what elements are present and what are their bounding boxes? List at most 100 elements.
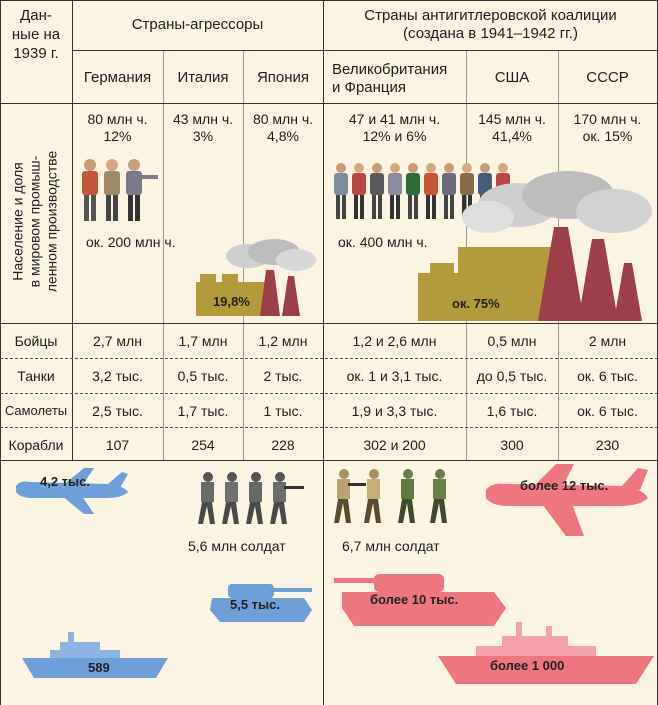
aggressor-tanks-total: 5,5 тыс. — [230, 597, 280, 612]
aggressor-people-illustration — [82, 159, 158, 221]
coalition-tanks-total: более 10 тыс. — [370, 592, 459, 607]
col-divider-main — [323, 0, 324, 705]
row-label-tanks: Танки — [17, 368, 55, 384]
person-icon — [126, 159, 158, 221]
col-divider-label — [72, 0, 73, 460]
germany-population: 80 млн ч. — [87, 111, 148, 127]
ships-bottom — [0, 460, 658, 461]
person-icon — [442, 163, 456, 219]
germany-share: 12% — [103, 128, 132, 144]
aggressor-soldiers-total: 5,6 млн солдат — [188, 538, 286, 554]
country-uk-france: Великобритания и Франция — [332, 61, 448, 96]
aggressor-factory-illustration — [196, 239, 316, 316]
aggressor-ship-icon — [22, 632, 168, 678]
ussr-ships: 230 — [595, 437, 620, 453]
soldier-icon — [222, 472, 239, 524]
italy-fighters: 1,7 млн — [178, 333, 228, 349]
country-japan: Япония — [256, 69, 310, 86]
germany-ships: 107 — [105, 437, 130, 453]
soldier-icon — [430, 469, 447, 523]
germany-fighters: 2,7 млн — [93, 333, 142, 349]
usa-fighters: 0,5 млн — [487, 333, 537, 349]
coalition-soldiers-illustration — [334, 469, 447, 523]
aggressor-plane-icon — [16, 468, 128, 514]
aggressor-ships-total: 589 — [88, 660, 110, 675]
italy-share: 3% — [192, 128, 214, 144]
person-icon — [352, 163, 366, 219]
germany-planes: 2,5 тыс. — [92, 403, 143, 419]
japan-ships: 228 — [271, 437, 295, 453]
coalition-factory-illustration — [418, 171, 652, 321]
aggressor-soldiers-illustration — [198, 472, 304, 524]
uk-france-ships: 302 и 200 — [363, 437, 426, 453]
country-italy: Италия — [177, 69, 229, 86]
data-year-label: Дан- ные на 1939 г. — [11, 7, 61, 62]
aggressors-header: Страны-агрессоры — [131, 16, 264, 33]
soldier-icon — [334, 469, 366, 523]
ussr-fighters: 2 млн — [588, 333, 627, 349]
coalition-tank-icon — [334, 574, 506, 626]
coalition-plane-icon — [486, 464, 648, 536]
usa-planes: 1,6 тыс. — [486, 403, 538, 419]
person-icon — [370, 163, 384, 219]
coalition-planes-total: более 12 тыс. — [520, 478, 609, 493]
person-icon — [424, 163, 438, 219]
aggressor-population-total: ок. 200 млн ч. — [86, 234, 176, 250]
japan-tanks: 2 тыс. — [263, 368, 303, 384]
header-bottom — [0, 103, 658, 104]
aggressor-tank-icon — [210, 584, 312, 622]
japan-share: 4,8% — [267, 128, 299, 144]
italy-tanks: 0,5 тыс. — [177, 368, 229, 384]
person-icon — [406, 163, 420, 219]
uk-france-population: 47 и 41 млн ч. — [348, 111, 441, 127]
person-icon — [334, 163, 348, 219]
italy-ships: 254 — [191, 437, 215, 453]
soldier-icon — [198, 472, 215, 524]
soldier-icon — [270, 472, 304, 524]
ussr-population: 170 млн ч. — [573, 111, 642, 127]
country-germany: Германия — [83, 69, 152, 86]
planes-bottom — [0, 427, 658, 428]
aggressor-industry-share: 19,8% — [213, 294, 250, 309]
uk-france-tanks: ок. 1 и 3,1 тыс. — [346, 368, 443, 384]
germany-tanks: 3,2 тыс. — [92, 368, 143, 384]
japan-fighters: 1,2 млн — [258, 333, 308, 349]
japan-planes: 1 тыс. — [263, 403, 303, 419]
italy-planes: 1,7 тыс. — [177, 403, 229, 419]
coalition-soldiers-total: 6,7 млн солдат — [342, 538, 440, 554]
usa-population: 145 млн ч. — [478, 111, 546, 127]
col-divider-germany-italy — [163, 50, 164, 460]
population-bottom — [0, 323, 658, 324]
usa-ships: 300 — [500, 437, 524, 453]
soldier-icon — [246, 472, 263, 524]
country-ussr: СССР — [586, 69, 629, 86]
person-icon — [82, 159, 98, 221]
soldier-icon — [398, 469, 415, 523]
coalition-header-note: (создана в 1941–1942 гг.) — [403, 25, 578, 42]
tanks-bottom — [0, 393, 658, 394]
coalition-header: Страны антигитлеровской коалиции — [364, 7, 617, 24]
ussr-planes: ок. 6 тыс. — [577, 403, 638, 419]
row-label-ships: Корабли — [8, 437, 64, 453]
coalition-people-illustration — [334, 163, 510, 219]
coalition-ship-icon — [438, 622, 654, 684]
coalition-industry-share: ок. 75% — [452, 296, 500, 311]
uk-france-share: 12% и 6% — [362, 128, 427, 144]
ussr-tanks: ок. 6 тыс. — [577, 368, 638, 384]
coalition-ships-total: более 1 000 — [490, 658, 565, 673]
uk-france-fighters: 1,2 и 2,6 млн — [352, 333, 437, 349]
uk-france-planes: 1,9 и 3,3 тыс. — [351, 403, 438, 419]
ussr-share: ок. 15% — [582, 128, 633, 144]
row-label-fighters: Бойцы — [14, 333, 58, 349]
usa-share: 41,4% — [492, 128, 532, 144]
left-border — [0, 0, 1, 705]
person-icon — [104, 159, 120, 221]
row-label-planes: Самолеты — [4, 403, 68, 418]
italy-population: 43 млн ч. — [172, 111, 234, 127]
top-border — [0, 0, 658, 1]
usa-tanks: до 0,5 тыс. — [476, 368, 548, 384]
header-subline — [72, 50, 658, 51]
fighters-bottom — [0, 358, 658, 359]
coalition-population-total: ок. 400 млн ч. — [338, 234, 428, 250]
person-icon — [388, 163, 402, 219]
